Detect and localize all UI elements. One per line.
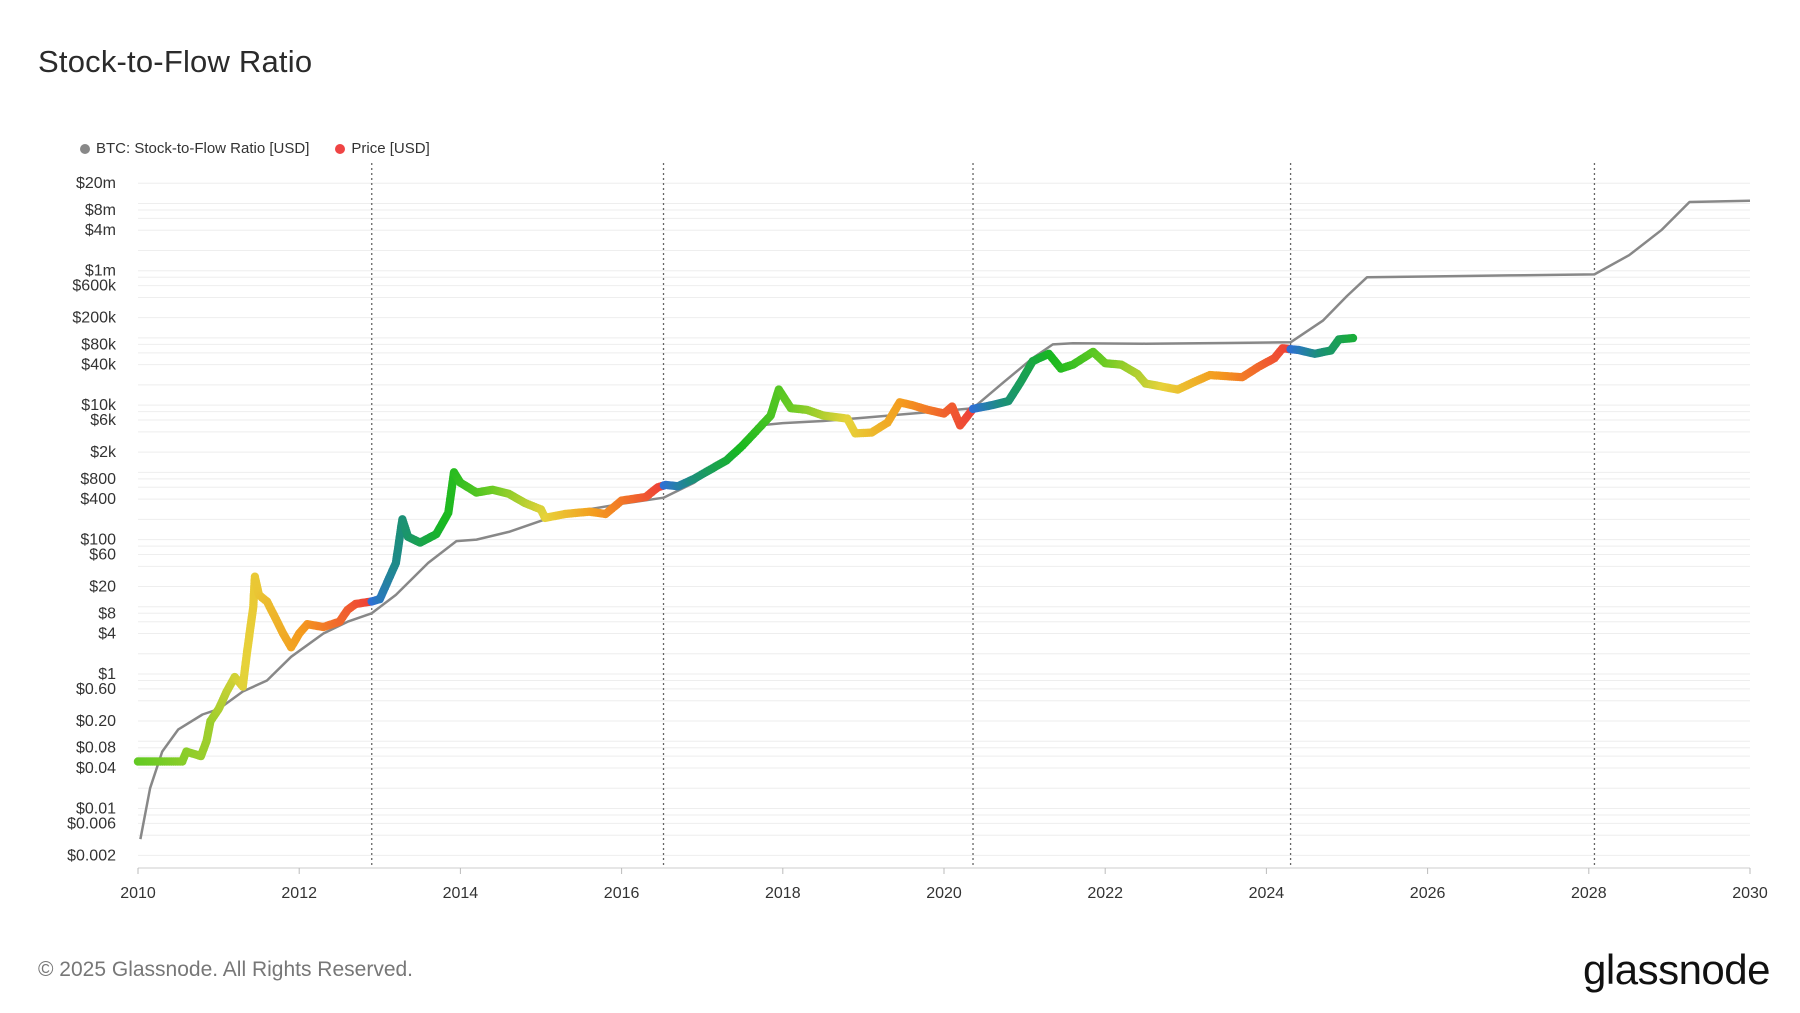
x-tick-label: 2014 [443,885,479,902]
legend-label-stock-to-flow: BTC: Stock-to-Flow Ratio [USD] [96,140,310,157]
legend: BTC: Stock-to-Flow Ratio [USD] Price [US… [80,140,430,157]
x-tick-label: 2018 [765,885,801,902]
price-series [133,333,1358,766]
copyright-footer: © 2025 Glassnode. All Rights Reserved. [38,958,414,981]
y-tick-label: $0.04 [76,760,116,777]
y-tick-label: $20 [89,579,116,596]
y-tick-label: $100 [80,532,116,549]
x-tick-label: 2024 [1249,885,1285,902]
y-tick-label: $8m [85,202,116,219]
y-tick-label: $600k [72,278,117,295]
y-tick-label: $800 [80,471,116,488]
y-tick-label: $0.01 [76,800,116,817]
x-tick-label: 2022 [1087,885,1123,902]
x-axis: 2010 2012 2014 2016 2018 2020 2022 2024 2026 2028… [120,867,1768,902]
stock-to-flow-line [139,199,1751,840]
y-tick-label: $4m [85,222,116,239]
y-tick-label: $20m [76,175,116,192]
y-tick-label: $0.006 [67,815,116,832]
grid-lines [138,182,1750,856]
x-tick-label: 2016 [604,885,640,902]
y-tick-label: $40k [81,357,117,374]
glassnode-logo: glassnode [1583,946,1770,993]
y-tick-label: $0.60 [76,681,116,698]
y-tick-label: $4 [98,626,116,643]
y-axis: $0.002 $0.006$0.01 $0.04 $0.08 $0.20 $0.60$1 $… [67,175,117,864]
y-tick-label: $60 [89,546,116,563]
y-tick-label: $6k [90,412,117,429]
y-tick-label: $0.002 [67,847,116,864]
y-tick-label: $80k [81,336,117,353]
legend-item-stock-to-flow[interactable]: BTC: Stock-to-Flow Ratio [USD] [80,140,309,157]
legend-dot-stock-to-flow [80,143,90,154]
x-tick-label: 2020 [926,885,962,902]
x-tick-label: 2010 [120,885,156,902]
price-point [1348,333,1358,343]
legend-item-price[interactable]: Price [USD] [335,140,430,157]
x-tick-label: 2028 [1571,885,1607,902]
y-tick-label: $8 [98,605,116,622]
y-tick-label: $10k [81,397,117,414]
legend-label-price: Price [USD] [351,140,430,157]
legend-dot-price [335,143,346,154]
y-tick-label: $400 [80,491,116,508]
x-tick-label: 2030 [1732,885,1768,902]
chart-title: Stock-to-Flow Ratio [38,44,313,79]
y-tick-label: $1m [85,263,116,280]
stock-to-flow-series [139,199,1751,840]
x-tick-label: 2012 [281,885,317,902]
y-tick-label: $200k [72,310,117,327]
y-tick-label: $1 [98,666,116,683]
x-tick-label: 2026 [1410,885,1446,902]
y-tick-label: $2k [90,444,117,461]
y-tick-label: $0.20 [76,713,116,730]
y-tick-label: $0.08 [76,740,116,757]
